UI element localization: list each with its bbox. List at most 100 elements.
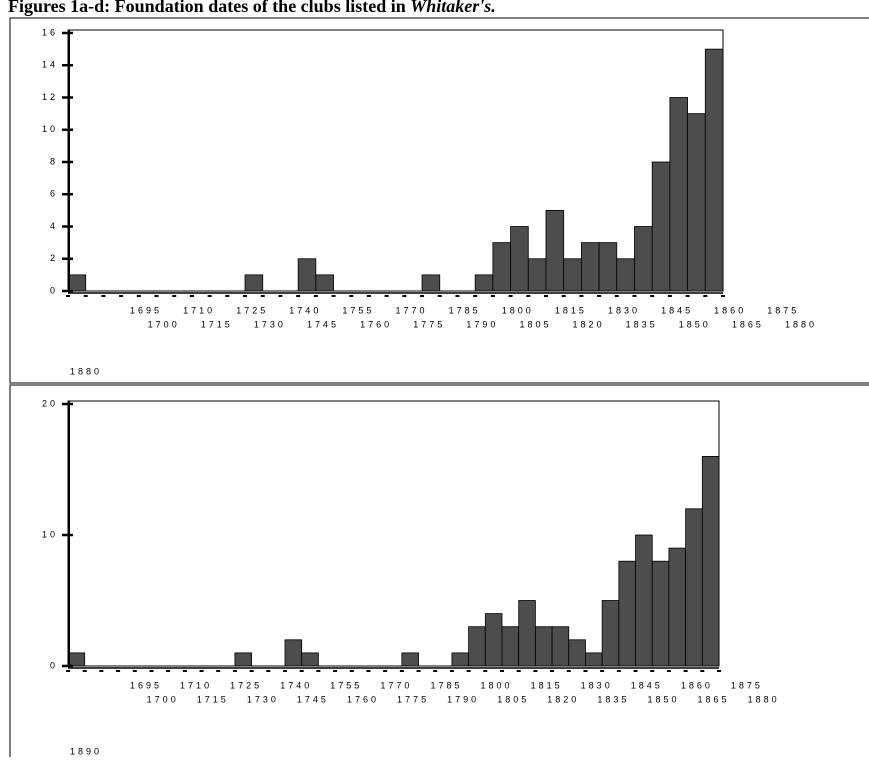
bar xyxy=(585,652,603,667)
y-tick-label: 14 xyxy=(42,60,58,70)
bar xyxy=(634,226,653,292)
x-tick-label: 1695 xyxy=(130,305,162,315)
x-tick-label: 1790 xyxy=(447,694,479,704)
x-tick-label: 1760 xyxy=(347,694,379,704)
x-tick-label: 1830 xyxy=(581,680,613,690)
frame xyxy=(9,17,869,384)
x-tick-label: 1860 xyxy=(714,305,746,315)
bar xyxy=(492,242,511,292)
bar xyxy=(284,639,303,667)
bar xyxy=(651,161,671,292)
bar xyxy=(484,613,503,667)
x-tick-label: 1820 xyxy=(573,319,605,329)
bar xyxy=(421,274,441,292)
x-tick-label: 1850 xyxy=(679,319,711,329)
plot-frame xyxy=(67,29,724,292)
bar xyxy=(67,652,86,667)
x-tick-label: 1835 xyxy=(626,319,658,329)
bar xyxy=(501,626,520,667)
x-tick-label: 1715 xyxy=(201,319,233,329)
bar xyxy=(551,626,570,667)
bar xyxy=(601,600,620,667)
bar xyxy=(635,534,653,667)
x-tick-label: 1710 xyxy=(180,680,212,690)
bar xyxy=(580,242,600,292)
bar xyxy=(474,274,494,292)
x-tick-label: 1830 xyxy=(608,305,640,315)
x-tick-label: 1725 xyxy=(230,680,262,690)
x-tick-label: 1805 xyxy=(519,319,551,329)
y-tick-label: 2 xyxy=(50,253,58,263)
bar xyxy=(651,560,670,667)
x-tick-label: 1835 xyxy=(597,694,629,704)
y-tick-label: 20 xyxy=(42,398,58,408)
x-tick-label: 1815 xyxy=(531,680,563,690)
x-tick-label: 1805 xyxy=(497,694,529,704)
x-tick-label: 1875 xyxy=(767,305,799,315)
bar xyxy=(510,226,529,292)
frame xyxy=(9,384,869,762)
x-tick-label: 1700 xyxy=(147,694,179,704)
bar xyxy=(534,626,553,667)
x-tick-label: 1880 xyxy=(785,319,817,329)
y-tick-label: 10 xyxy=(42,124,58,134)
x-tick-label: 1710 xyxy=(183,305,215,315)
footer-label: 1890 xyxy=(70,746,102,756)
x-tick-label: 1775 xyxy=(397,694,429,704)
x-tick-label: 1800 xyxy=(502,305,534,315)
x-tick-label: 1730 xyxy=(254,319,286,329)
x-tick-label: 1760 xyxy=(360,319,392,329)
x-tick-label: 1770 xyxy=(380,680,412,690)
y-tick-label: 12 xyxy=(42,92,58,102)
bar xyxy=(301,652,319,667)
bar xyxy=(704,48,724,292)
x-tick-label: 1715 xyxy=(197,694,229,704)
x-tick-label: 1850 xyxy=(647,694,679,704)
bar xyxy=(563,258,582,292)
x-tick-label: 1725 xyxy=(236,305,268,315)
x-tick-label: 1865 xyxy=(698,694,730,704)
x-tick-label: 1770 xyxy=(396,305,428,315)
x-tick-label: 1845 xyxy=(661,305,693,315)
x-tick-label: 1775 xyxy=(413,319,445,329)
x-tick-label: 1820 xyxy=(547,694,579,704)
bar xyxy=(527,258,547,292)
bar xyxy=(545,209,565,292)
bar xyxy=(568,639,586,667)
title-text: Figures 1a-d: Foundation dates of the cl… xyxy=(8,0,406,16)
bar xyxy=(687,113,706,292)
x-tick-label: 1695 xyxy=(130,680,162,690)
x-tick-label: 1785 xyxy=(430,680,462,690)
bar xyxy=(668,547,687,667)
x-tick-label: 1755 xyxy=(342,305,374,315)
x-tick-label: 1730 xyxy=(247,694,279,704)
y-tick-label: 10 xyxy=(42,529,58,539)
x-tick-label: 1865 xyxy=(732,319,764,329)
x-tick-label: 1845 xyxy=(631,680,663,690)
bar xyxy=(618,560,636,667)
y-tick-label: 6 xyxy=(50,189,58,199)
y-tick-label: 0 xyxy=(50,660,58,670)
x-tick-label: 1880 xyxy=(748,694,780,704)
x-tick-label: 1700 xyxy=(148,319,180,329)
x-tick-label: 1740 xyxy=(289,305,321,315)
bar xyxy=(701,455,720,667)
x-tick-label: 1755 xyxy=(330,680,362,690)
bar xyxy=(67,274,87,292)
footer-label: 1880 xyxy=(70,366,102,376)
x-tick-label: 1785 xyxy=(449,305,481,315)
bar xyxy=(401,652,419,667)
x-tick-label: 1815 xyxy=(555,305,587,315)
y-tick-label: 4 xyxy=(50,221,58,231)
bar xyxy=(685,508,703,667)
title-italic: Whitaker's. xyxy=(410,0,496,16)
bar xyxy=(244,274,264,292)
x-tick-label: 1745 xyxy=(297,694,329,704)
x-tick-label: 1740 xyxy=(280,680,312,690)
x-tick-label: 1800 xyxy=(481,680,513,690)
bar xyxy=(234,652,253,667)
x-tick-label: 1860 xyxy=(681,680,713,690)
bar xyxy=(669,97,688,292)
bar xyxy=(315,274,334,292)
